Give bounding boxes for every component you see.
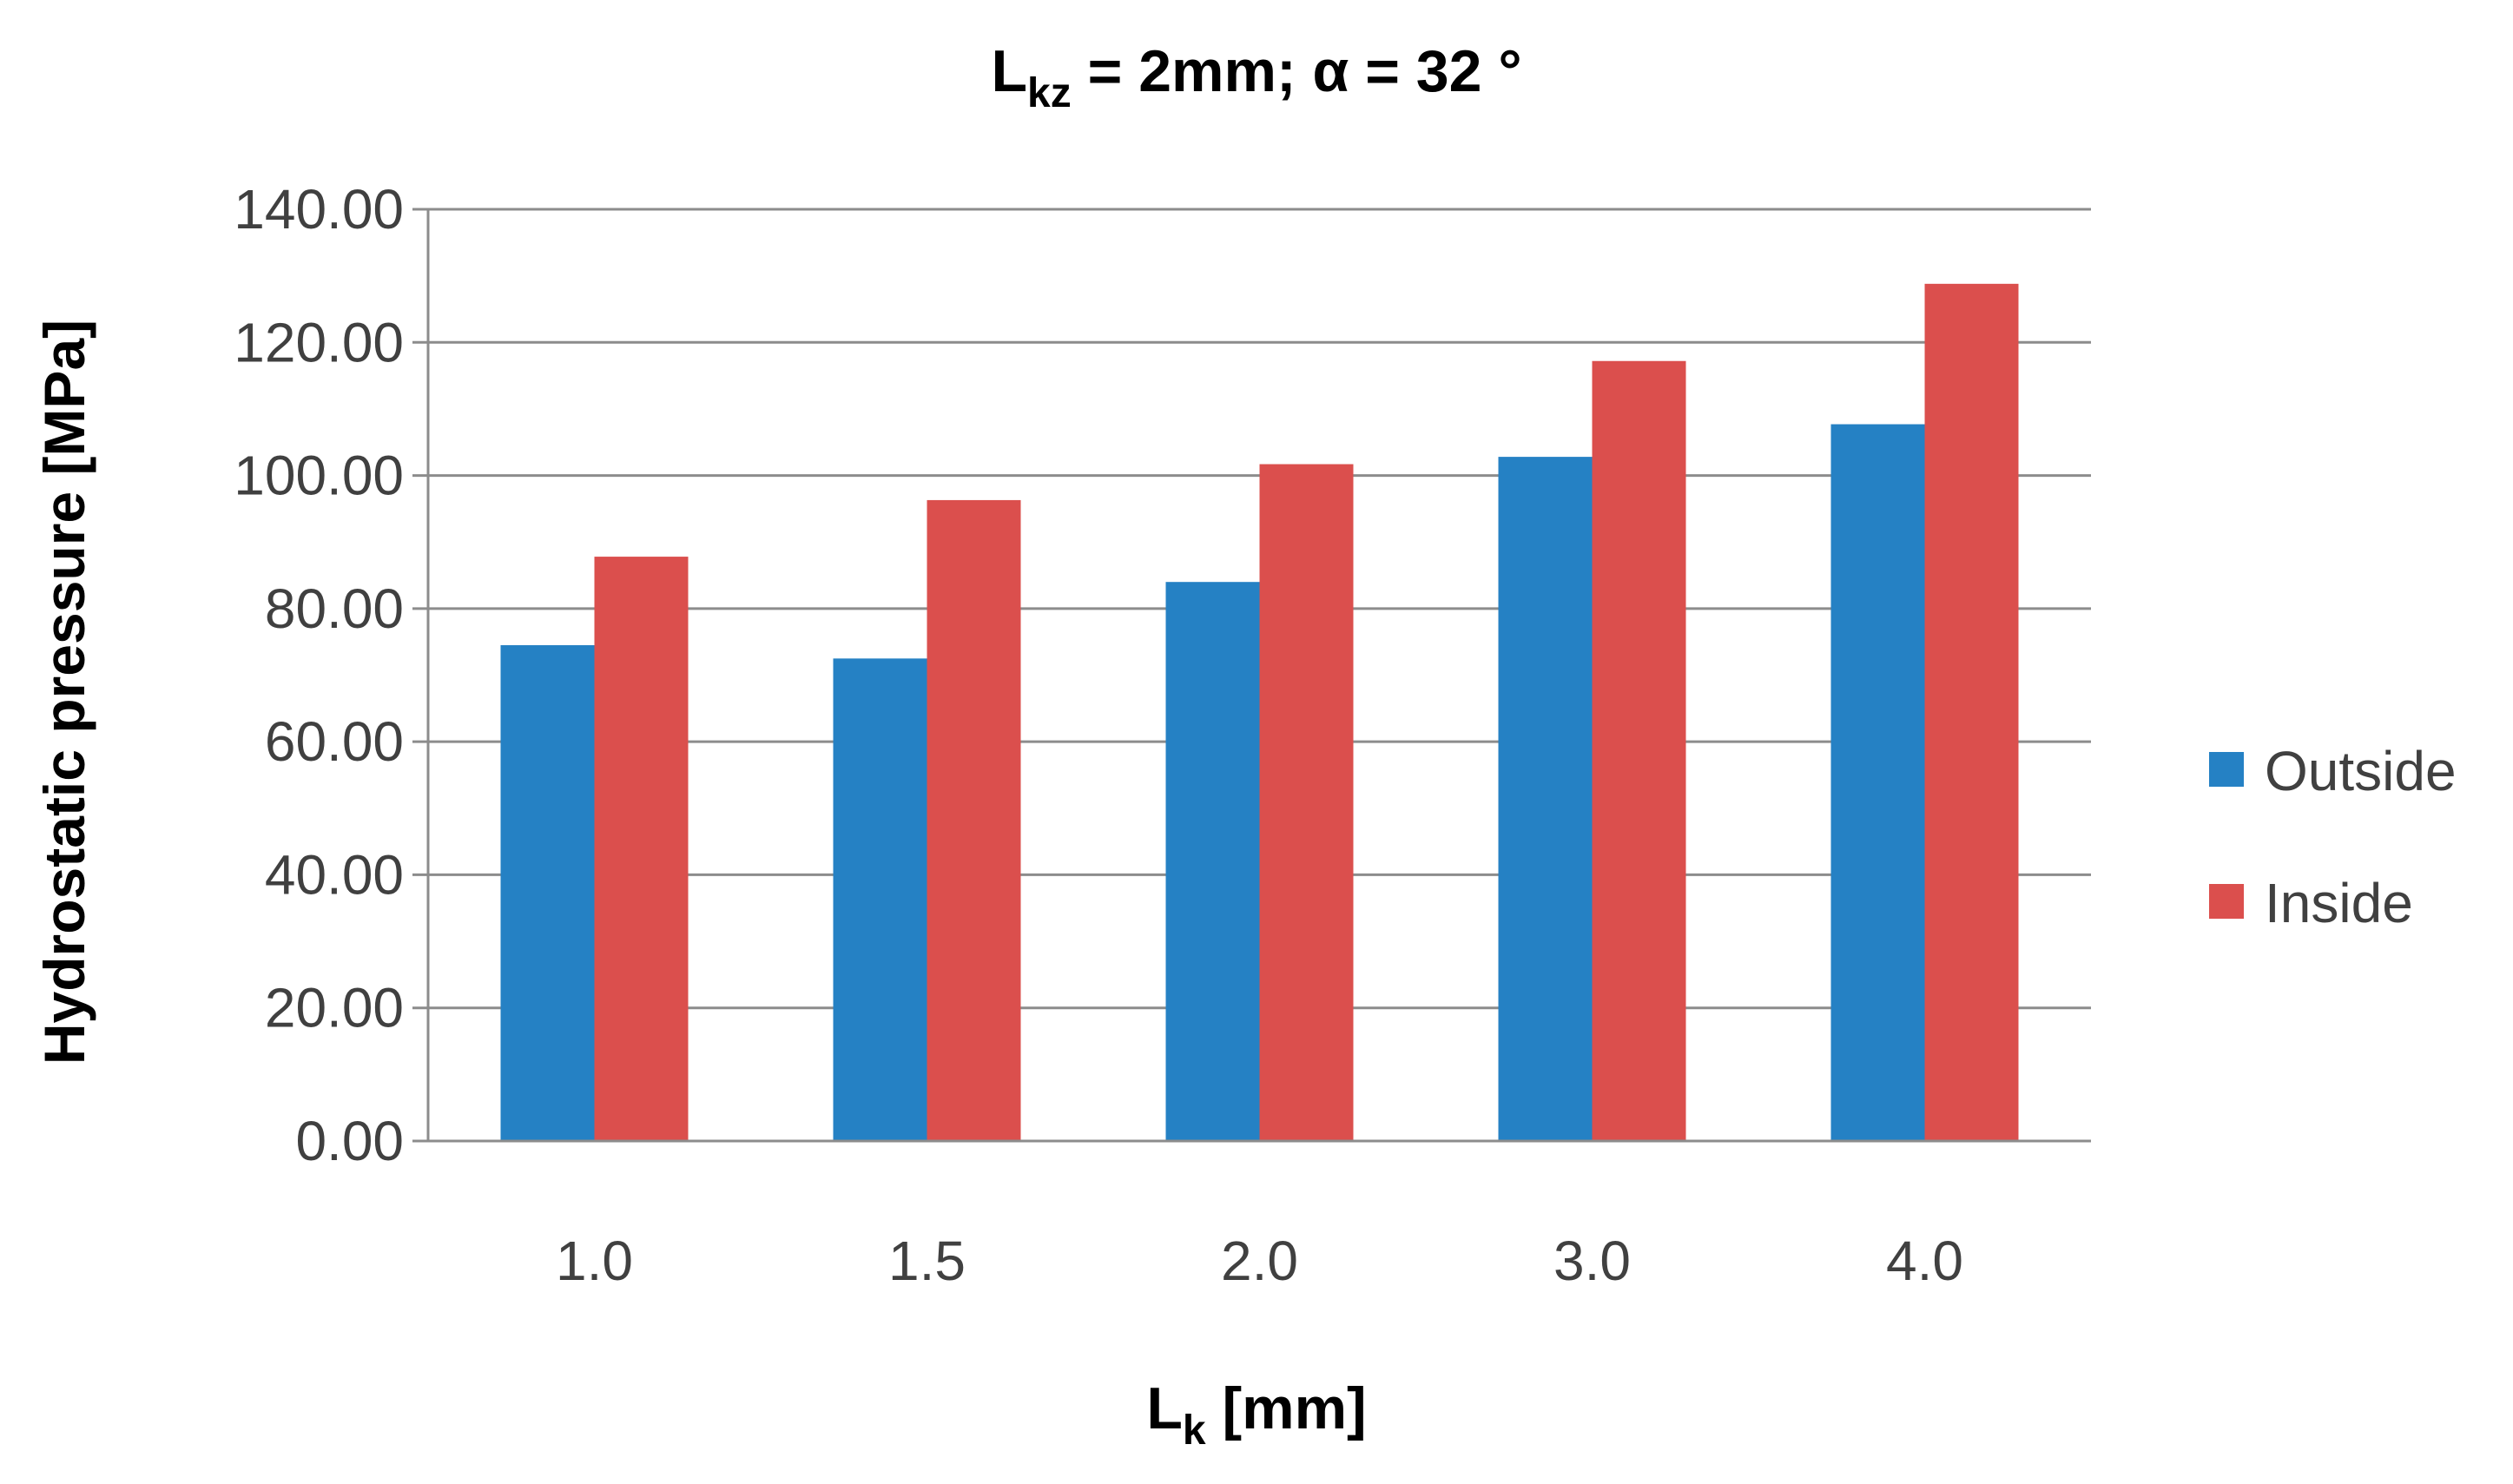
bar-outside-1-0 (500, 645, 595, 1141)
y-tick-label: 120.00 (234, 311, 404, 373)
y-tick-label: 20.00 (265, 977, 404, 1039)
x-tick-label: 2.0 (1221, 1230, 1298, 1292)
bar-outside-2-0 (1165, 582, 1260, 1141)
x-axis-label-rest: [mm] (1206, 1375, 1367, 1441)
legend-label-outside: Outside (2265, 740, 2457, 802)
x-axis-label: Lk [mm] (1146, 1375, 1366, 1454)
x-tick-label: 3.0 (1553, 1230, 1631, 1292)
y-tick-label: 60.00 (265, 710, 404, 773)
bar-outside-1-5 (833, 658, 927, 1141)
bar-inside-2-0 (1259, 464, 1354, 1141)
legend-swatch-inside (2209, 884, 2244, 919)
x-tick-label: 1.0 (556, 1230, 633, 1292)
x-axis-label-subscript: k (1183, 1408, 1206, 1454)
y-tick-label: 40.00 (265, 843, 404, 906)
bar-outside-3-0 (1498, 457, 1593, 1141)
chart-title-subscript: kz (1027, 70, 1072, 116)
y-axis-label: Hydrostatic pressure [MPa] (32, 320, 96, 1065)
x-axis-label-main: L (1146, 1375, 1183, 1441)
x-tick-label: 4.0 (1886, 1230, 1963, 1292)
bar-inside-4-0 (1924, 283, 2019, 1142)
chart-title-main: L (991, 38, 1027, 104)
y-tick-label: 100.00 (234, 445, 404, 507)
axes (412, 209, 2091, 1143)
y-tick-label: 80.00 (265, 577, 404, 640)
legend-swatch-outside (2209, 752, 2244, 787)
bar-outside-4-0 (1830, 424, 1925, 1142)
chart-title: Lkz = 2mm; α = 32 ° (991, 38, 1521, 116)
y-tick-label: 0.00 (295, 1110, 404, 1172)
legend-label-inside: Inside (2265, 872, 2413, 934)
y-tick-label: 140.00 (234, 178, 404, 241)
x-tick-label: 1.5 (888, 1230, 966, 1292)
bar-inside-1-0 (594, 557, 689, 1141)
y-axis-tick-labels: 0.00 20.00 40.00 60.00 80.00 100.00 120.00 140.… (234, 178, 404, 1172)
bar-inside-1-5 (927, 499, 1021, 1141)
chart-title-rest: = 2mm; α = 32 ° (1072, 38, 1522, 104)
bars (500, 283, 2019, 1142)
legend: Outside Inside (2209, 740, 2457, 934)
x-axis-tick-labels: 1.0 1.5 2.0 3.0 4.0 (556, 1230, 1963, 1292)
bar-inside-3-0 (1592, 360, 1686, 1141)
